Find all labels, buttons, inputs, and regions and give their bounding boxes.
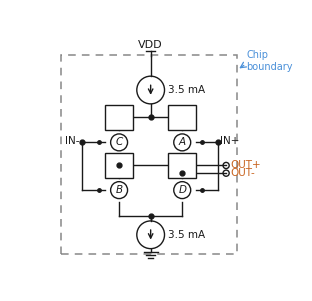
Bar — [168, 153, 196, 178]
Text: 3.5 mA: 3.5 mA — [168, 85, 205, 95]
Text: 3.5 mA: 3.5 mA — [168, 230, 205, 240]
Bar — [168, 105, 196, 130]
Text: IN+: IN+ — [220, 136, 239, 146]
Text: OUT-: OUT- — [231, 168, 256, 178]
Bar — [105, 105, 133, 130]
Bar — [105, 153, 133, 178]
Text: IN-: IN- — [65, 136, 79, 146]
Text: A: A — [179, 137, 186, 147]
Text: Chip
boundary: Chip boundary — [246, 50, 293, 72]
Text: B: B — [115, 185, 123, 195]
Text: D: D — [178, 185, 186, 195]
Text: C: C — [115, 137, 123, 147]
Text: OUT+: OUT+ — [231, 160, 261, 170]
Bar — [61, 55, 237, 254]
Text: VDD: VDD — [138, 40, 163, 50]
